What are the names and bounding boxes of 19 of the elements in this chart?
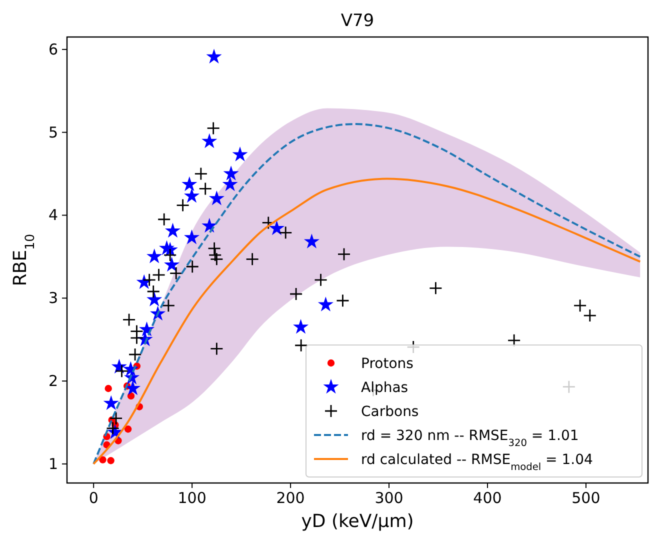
y-tick-label: 1 bbox=[48, 454, 58, 473]
x-tick-label: 400 bbox=[473, 489, 502, 507]
y-tick-label: 5 bbox=[48, 123, 58, 142]
y-tick-label: 2 bbox=[48, 372, 58, 390]
legend-label: Protons bbox=[361, 356, 414, 372]
legend-label: rd calculated -- RMSE$_{model}$ = 1.04 bbox=[361, 452, 594, 472]
y-tick-label: 6 bbox=[48, 40, 58, 58]
x-tick-label: 200 bbox=[276, 489, 305, 507]
x-axis-title: yD (keV/μm) bbox=[301, 511, 414, 532]
x-tick-label: 300 bbox=[374, 489, 404, 507]
x-tick-label: 100 bbox=[178, 489, 206, 507]
x-tick-label: 500 bbox=[572, 489, 600, 507]
x-tick-label: 0 bbox=[88, 489, 98, 507]
chart-title: V79 bbox=[340, 11, 374, 31]
legend-label: Carbons bbox=[361, 404, 419, 420]
y-tick-label: 4 bbox=[48, 206, 58, 224]
legend-label: Alphas bbox=[361, 380, 408, 396]
y-tick-label: 3 bbox=[48, 289, 58, 308]
legend-label: rd = 320 nm -- RMSE$_{320}$ = 1.01 bbox=[361, 428, 579, 448]
